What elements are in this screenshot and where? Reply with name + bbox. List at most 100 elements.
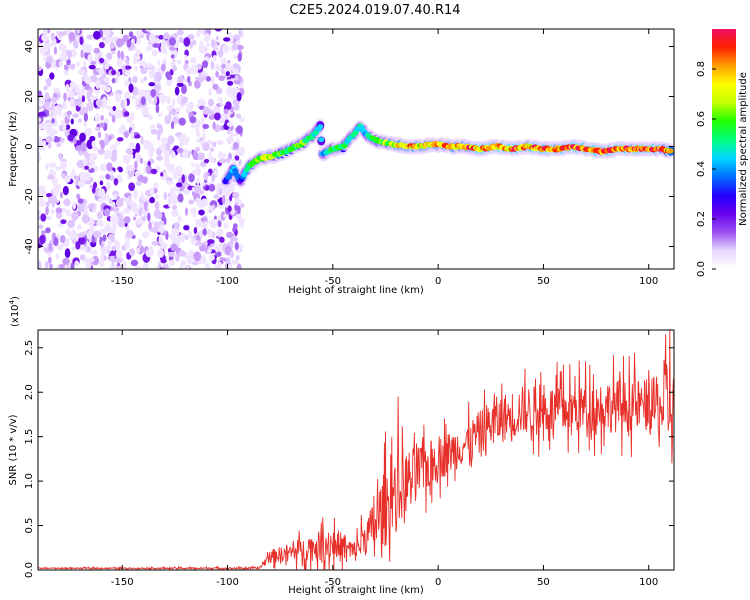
noise-point — [38, 224, 44, 230]
noise-point — [203, 172, 208, 181]
spectrogram-plot-area — [38, 29, 674, 269]
noise-point — [236, 92, 242, 102]
noise-point — [133, 216, 137, 221]
y-tick-label: -20 — [24, 188, 35, 204]
noise-point — [186, 254, 194, 265]
noise-point — [170, 54, 175, 59]
noise-point — [197, 63, 202, 70]
noise-point — [150, 88, 157, 98]
noise-point — [212, 121, 216, 130]
noise-point — [198, 209, 205, 216]
noise-point — [105, 56, 109, 66]
noise-point — [40, 230, 47, 235]
noise-point — [212, 83, 219, 91]
colorbar-tick-label: 0.2 — [696, 211, 707, 227]
snr-panel: -150 -100 -50 0 50 100 0.0 0.5 1.0 1.5 2.0 2.5 Hei… — [8, 296, 675, 596]
noise-point — [134, 134, 141, 139]
noise-point — [208, 88, 212, 96]
noise-point — [115, 249, 123, 259]
noise-point — [156, 212, 163, 220]
noise-point — [94, 127, 102, 132]
noise-point — [56, 243, 64, 251]
noise-point — [140, 135, 144, 145]
noise-point — [132, 75, 138, 84]
noise-point — [195, 197, 200, 205]
noise-point — [207, 108, 211, 114]
noise-point — [100, 140, 105, 150]
noise-point — [207, 239, 215, 244]
noise-point — [234, 155, 240, 161]
noise-point — [215, 186, 219, 197]
noise-point — [104, 133, 109, 143]
noise-point — [93, 47, 100, 54]
noise-point — [155, 104, 160, 114]
noise-point — [45, 227, 51, 234]
noise-point — [164, 263, 169, 269]
noise-point — [113, 205, 118, 213]
noise-point — [139, 157, 144, 164]
noise-point — [189, 116, 197, 124]
noise-point — [188, 199, 195, 205]
noise-point — [62, 30, 67, 36]
noise-point — [48, 256, 52, 264]
noise-point — [49, 195, 57, 204]
noise-point — [86, 103, 90, 111]
signal-point — [317, 124, 324, 130]
noise-point — [232, 141, 239, 150]
noise-point — [150, 168, 158, 175]
noise-point — [98, 188, 106, 197]
noise-point — [208, 115, 215, 120]
noise-point — [100, 253, 105, 263]
noise-point — [190, 238, 197, 246]
noise-point — [214, 29, 222, 32]
noise-point — [225, 157, 231, 164]
noise-point — [65, 83, 70, 93]
noise-point — [98, 67, 104, 76]
noise-point — [96, 220, 100, 226]
noise-point — [188, 173, 195, 183]
noise-point — [213, 194, 220, 199]
noise-point — [131, 94, 137, 100]
noise-point — [166, 105, 174, 112]
noise-point — [229, 130, 234, 139]
noise-point — [144, 201, 148, 211]
noise-point — [159, 124, 164, 135]
noise-point — [167, 135, 175, 145]
noise-point — [196, 177, 200, 185]
noise-point — [148, 221, 152, 230]
noise-point — [84, 85, 92, 91]
noise-point — [115, 113, 122, 119]
x-tick-label: 0 — [435, 577, 441, 588]
noise-point — [80, 86, 85, 97]
noise-point — [195, 166, 201, 177]
noise-point — [164, 157, 170, 166]
noise-point — [70, 262, 75, 269]
noise-point — [64, 248, 71, 259]
noise-point — [120, 50, 125, 60]
noise-point — [214, 63, 221, 71]
noise-point — [86, 257, 95, 263]
noise-point — [157, 112, 163, 118]
noise-point — [77, 232, 86, 238]
noise-point — [111, 245, 117, 252]
noise-point — [135, 30, 144, 37]
noise-point — [99, 180, 104, 186]
noise-point — [140, 67, 148, 75]
noise-point — [106, 162, 113, 172]
noise-point — [207, 248, 212, 253]
noise-point — [133, 54, 141, 61]
colorbar-gradient — [712, 29, 736, 269]
noise-point — [225, 62, 232, 72]
noise-point — [156, 86, 160, 96]
noise-point — [195, 131, 201, 138]
noise-point — [143, 142, 149, 150]
noise-point — [50, 32, 56, 41]
noise-point — [223, 108, 229, 114]
noise-point — [233, 223, 238, 229]
noise-point — [191, 57, 197, 64]
noise-point — [197, 120, 201, 128]
noise-point — [218, 49, 224, 58]
noise-point — [76, 159, 85, 169]
noise-point — [80, 141, 87, 152]
noise-point — [183, 37, 191, 47]
